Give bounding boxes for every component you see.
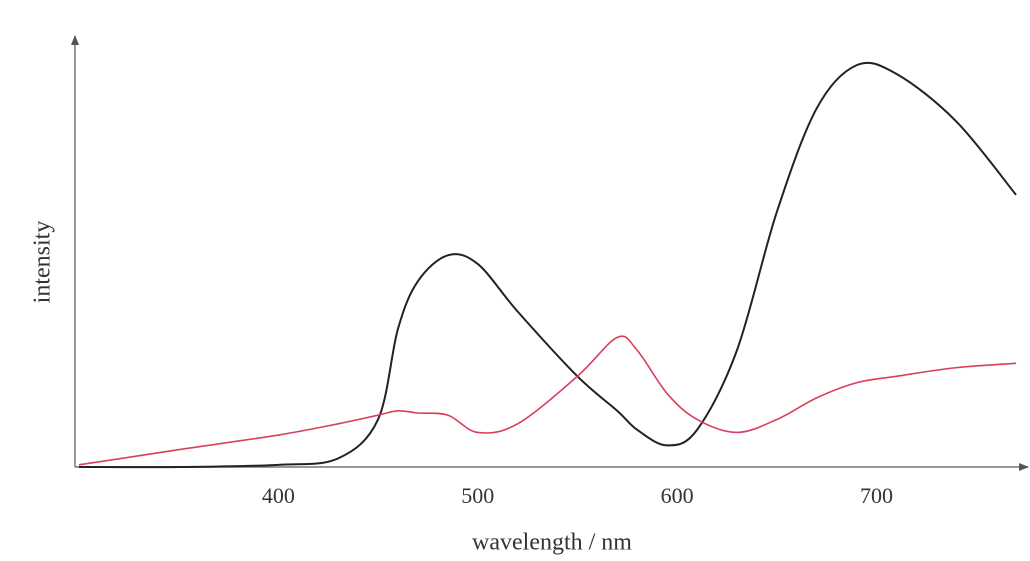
series-line	[78, 61, 1017, 469]
x-tick-label: 400	[262, 483, 295, 508]
x-tick-label: 700	[860, 483, 893, 508]
x-axis-label: wavelength / nm	[472, 530, 632, 556]
x-tick-label: 500	[461, 483, 494, 508]
x-tick-label: 600	[661, 483, 694, 508]
series-line	[78, 335, 1017, 466]
y-axis-label: intensity	[30, 221, 56, 304]
